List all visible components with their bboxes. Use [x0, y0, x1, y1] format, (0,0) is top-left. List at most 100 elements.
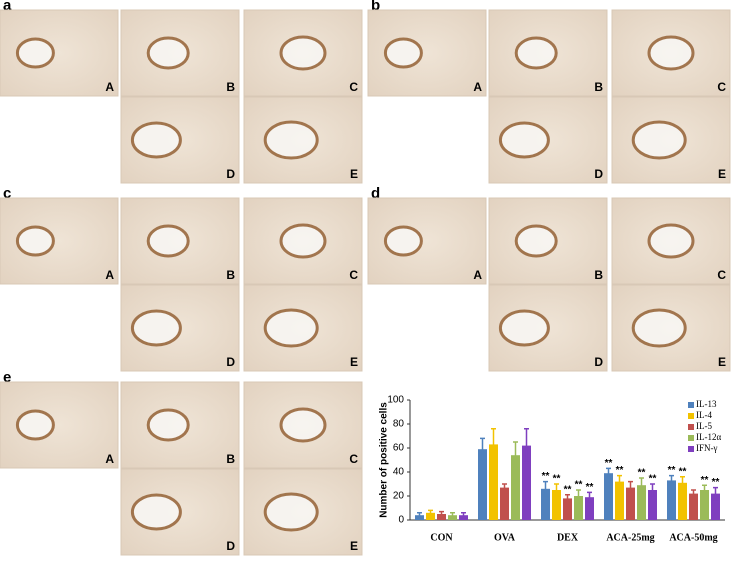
panel-label: e: [3, 369, 11, 386]
error-bar: [450, 512, 455, 519]
y-tick-label: 80: [393, 419, 405, 430]
image-label: B: [226, 268, 235, 282]
significance: **: [668, 465, 676, 476]
airway: [263, 308, 319, 348]
image-label: C: [349, 80, 358, 94]
bar: [585, 497, 594, 520]
error-bar: [461, 512, 466, 519]
airway: [279, 407, 327, 443]
x-tick-label: DEX: [557, 532, 579, 543]
x-tick-label: OVA: [494, 532, 516, 543]
legend-swatch: [688, 435, 694, 441]
bar: [667, 480, 676, 520]
y-tick-label: 100: [387, 395, 404, 406]
error-bar: [639, 477, 644, 494]
legend-label: IL-4: [696, 410, 712, 420]
airway: [146, 408, 190, 442]
airway: [514, 224, 558, 258]
error-bar: [565, 494, 570, 503]
bar: [426, 512, 435, 520]
image-label: E: [350, 355, 358, 369]
image-label: C: [717, 80, 726, 94]
error-bar: [417, 512, 422, 519]
image-label: A: [105, 452, 114, 466]
error-bar: [669, 474, 674, 486]
significance: **: [542, 471, 550, 482]
legend-label: IL-12α: [696, 432, 721, 442]
bar: [478, 449, 487, 520]
airway: [263, 120, 319, 160]
error-bar: [524, 428, 529, 464]
airway: [279, 35, 327, 71]
image-label: B: [594, 268, 603, 282]
error-bar: [554, 483, 559, 497]
legend-swatch: [688, 424, 694, 430]
image-label: A: [473, 80, 482, 94]
image-label: A: [105, 268, 114, 282]
error-bar: [691, 489, 696, 498]
image-label: C: [349, 268, 358, 282]
bar: [700, 490, 709, 520]
error-bar: [502, 483, 507, 492]
y-tick-label: 20: [393, 491, 405, 502]
error-bar: [713, 486, 718, 501]
airway: [498, 121, 550, 159]
y-axis-label: Number of positive cells: [379, 402, 390, 518]
significance: **: [553, 474, 561, 485]
y-tick-label: 40: [393, 467, 405, 478]
error-bar: [587, 491, 592, 503]
legend-label: IL-5: [696, 421, 712, 431]
bar: [626, 487, 635, 520]
airway: [647, 35, 695, 71]
airway: [514, 36, 558, 70]
panel-label: b: [371, 0, 380, 14]
bar: [563, 498, 572, 520]
legend-swatch: [688, 413, 694, 419]
significance: **: [575, 480, 583, 491]
bar: [511, 455, 520, 520]
bar: [678, 482, 687, 520]
error-bar: [428, 509, 433, 516]
significance: **: [638, 468, 646, 479]
image-label: E: [718, 355, 726, 369]
x-tick-label: CON: [430, 532, 453, 543]
x-tick-label: ACA-50mg: [669, 532, 717, 543]
airway: [15, 37, 55, 69]
airway: [146, 224, 190, 258]
airway: [130, 493, 182, 531]
error-bar: [480, 437, 485, 461]
image-label: D: [226, 539, 235, 553]
error-bar: [702, 484, 707, 496]
bar: [489, 444, 498, 520]
image-label: E: [350, 539, 358, 553]
significance: **: [605, 458, 613, 469]
bar: [637, 485, 646, 520]
error-bar: [650, 483, 655, 497]
error-bar: [491, 428, 496, 461]
error-bar: [606, 467, 611, 479]
bar: [552, 490, 561, 520]
airway: [498, 309, 550, 347]
legend-label: IFN-γ: [696, 443, 717, 453]
airway: [279, 223, 327, 259]
bar: [574, 496, 583, 520]
panel-label: c: [3, 185, 11, 202]
airway: [631, 308, 687, 348]
airway: [647, 223, 695, 259]
bar: [604, 473, 613, 520]
image-label: B: [226, 80, 235, 94]
image-label: D: [226, 355, 235, 369]
airway: [15, 409, 55, 441]
bar: [541, 488, 550, 520]
bar: [500, 487, 509, 520]
error-bar: [439, 510, 444, 518]
error-bar: [680, 476, 685, 490]
error-bar: [513, 441, 518, 470]
image-label: D: [594, 167, 603, 181]
x-tick-label: ACA-25mg: [606, 532, 654, 543]
airway: [631, 120, 687, 160]
airway: [15, 225, 55, 257]
airway: [146, 36, 190, 70]
image-label: C: [349, 452, 358, 466]
